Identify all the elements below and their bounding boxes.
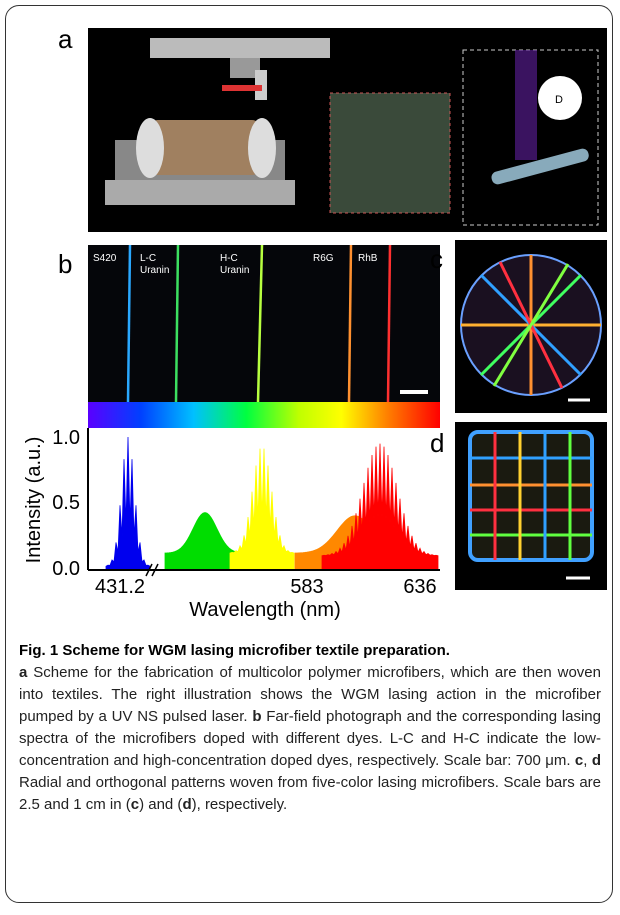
- color-bar: [88, 402, 440, 428]
- caption-text: Far-field photograph and the correspondi…: [19, 708, 601, 769]
- dye-label: H-C Uranin: [220, 253, 249, 276]
- figure-frame: [5, 5, 613, 903]
- y-tick-label: 0.5: [52, 492, 80, 514]
- panel-ref: c: [574, 752, 584, 769]
- spectrum: [164, 512, 246, 570]
- x-tick-label: 583: [290, 576, 323, 598]
- y-tick-label: 0.0: [52, 558, 80, 580]
- dye-label: RhB: [358, 253, 378, 264]
- y-tick-label: 1.0: [52, 427, 80, 449]
- x-tick-label: 431.2: [95, 576, 145, 598]
- svg-text:D: D: [555, 94, 563, 106]
- caption-text: Scheme for the fabrication of multicolor…: [19, 664, 601, 725]
- caption: Fig. 1 Scheme for WGM lasing microfiber …: [19, 640, 601, 816]
- fiber-lines: [126, 244, 428, 403]
- caption-text: ), respectively.: [191, 796, 288, 813]
- spectrum: [229, 448, 295, 570]
- panel-label: b: [58, 249, 72, 279]
- caption-text: ) and (: [139, 796, 183, 813]
- x-axis-label: Wavelength (nm): [189, 599, 341, 621]
- panel-ref: b: [252, 708, 262, 725]
- grid-art: [468, 430, 594, 580]
- dye-label: S420: [93, 253, 117, 264]
- panel-ref: a: [19, 664, 28, 681]
- y-axis-label: Intensity (a.u.): [23, 437, 45, 564]
- figure: a D b S420 L-C Uranin H-C Uranin R6G RhB 1.0 0…: [23, 24, 607, 621]
- axis-break: [145, 563, 159, 577]
- radial-art: [460, 254, 602, 402]
- x-tick-label: 636: [403, 576, 436, 598]
- panel-ref: d: [591, 752, 601, 769]
- panel-label: c: [430, 244, 443, 274]
- caption-body: a Scheme for the fabrication of multicol…: [19, 662, 601, 816]
- panel-label: a: [58, 24, 73, 54]
- dye-label: L-C Uranin: [140, 253, 169, 276]
- caption-text: Radial and orthogonal patterns woven fro…: [19, 774, 601, 813]
- dye-label: R6G: [313, 253, 334, 264]
- spectrum: [105, 436, 151, 570]
- caption-title: Fig. 1 Scheme for WGM lasing microfiber …: [19, 642, 450, 659]
- scheme-art: D: [105, 38, 599, 226]
- caption-text: ,: [583, 752, 592, 769]
- panel-label: d: [430, 428, 444, 458]
- spectrum: [321, 443, 439, 570]
- panel-ref: d: [182, 796, 192, 813]
- panel-ref: c: [130, 796, 140, 813]
- photo: [88, 245, 440, 402]
